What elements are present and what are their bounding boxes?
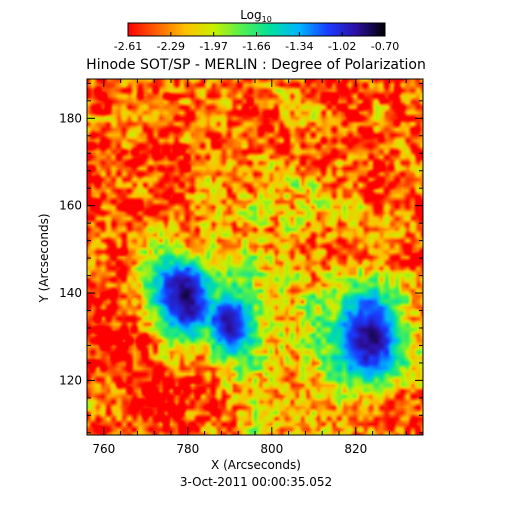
y-tick-label: 120	[59, 373, 82, 387]
chart-title: Hinode SOT/SP - MERLIN : Degree of Polar…	[86, 57, 426, 73]
y-tick-label: 180	[59, 111, 82, 125]
x-tick-label: 760	[92, 442, 115, 456]
x-tick-label: 780	[176, 442, 199, 456]
colorbar-tick-label: -2.61	[114, 40, 142, 53]
timestamp: 3-Oct-2011 00:00:35.052	[180, 475, 332, 489]
x-tick-label: 800	[260, 442, 283, 456]
x-axis-label: X (Arcseconds)	[211, 458, 301, 472]
plot-area: 760 780 800 820 120 140 160 180	[59, 78, 424, 456]
colorbar-tick-label: -1.02	[328, 40, 356, 53]
colorbar-title: Log10	[240, 8, 272, 24]
colorbar-tick-label: -2.29	[157, 40, 185, 53]
colorbar-tick-label: -1.34	[285, 40, 313, 53]
heatmap-image	[87, 79, 423, 435]
colorbar-tick-label: -1.66	[242, 40, 270, 53]
colorbar: Log10 -2.61 -2.29 -1.97 -1.66 -1.34 -1.02 -0.7…	[114, 8, 399, 53]
colorbar-tick-label: -1.97	[199, 40, 227, 53]
y-tick-label: 160	[59, 199, 82, 213]
colorbar-tick-label: -0.70	[371, 40, 399, 53]
x-tick-label: 820	[344, 442, 367, 456]
y-axis-label: Y (Arcseconds)	[37, 213, 51, 303]
y-tick-label: 140	[59, 286, 82, 300]
